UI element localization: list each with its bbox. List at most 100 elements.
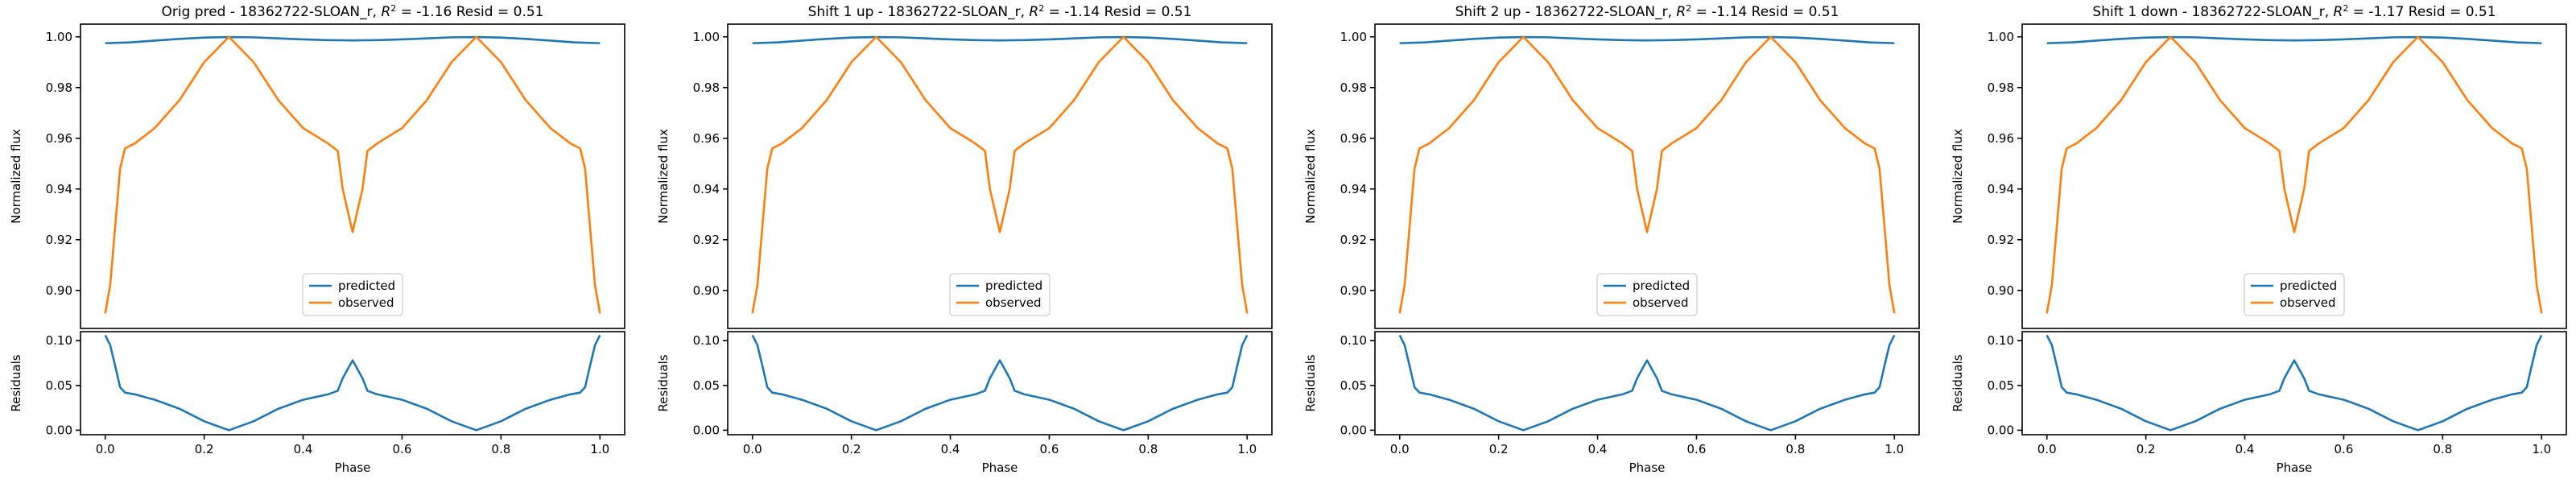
main-y-tick-label: 0.96: [46, 131, 72, 146]
x-axis-label: Phase: [982, 460, 1018, 475]
x-tick-label: 1.0: [2532, 442, 2551, 456]
title-superscript: 2: [1038, 3, 1044, 14]
x-tick-label: 0.0: [96, 442, 115, 456]
series-line-observed: [751, 35, 1249, 314]
x-tick-label: 0.8: [2433, 442, 2452, 456]
main-y-axis-label: Normalized flux: [9, 129, 23, 224]
main-y-tick-label: 0.96: [1340, 131, 1367, 146]
title-r-symbol: R: [381, 4, 390, 20]
legend-label-predicted: predicted: [2280, 279, 2337, 293]
main-axes-frame: [80, 23, 625, 329]
x-tick-label: 0.8: [1785, 442, 1805, 456]
main-y-tick-label: 0.90: [693, 283, 720, 298]
x-tick-label: 0.4: [2235, 442, 2255, 456]
x-tick-label: 0.8: [491, 442, 510, 456]
legend-box: [949, 273, 1051, 316]
x-tick-label: 0.0: [743, 442, 762, 456]
chart-title: Shift 2 up - 18362722-SLOAN_r, R2 = -1.1…: [1455, 3, 1839, 21]
x-tick-label: 0.4: [1588, 442, 1608, 456]
residual-y-tick-label: 0.00: [46, 423, 72, 437]
main-y-tick-label: 0.96: [693, 131, 720, 146]
main-axes-frame: [727, 23, 1273, 329]
series-line-predicted: [2046, 35, 2542, 44]
residual-y-axis-label: Residuals: [1951, 354, 1965, 411]
residual-axes-frame: [1374, 331, 1920, 436]
series-line-predicted: [1399, 35, 1895, 44]
main-y-tick-label: 1.00: [1340, 30, 1367, 44]
series-line-observed: [104, 35, 601, 314]
series-line-predicted: [752, 35, 1248, 44]
residual-y-tick-label: 0.00: [1988, 423, 2014, 437]
residual-y-tick-label: 0.00: [693, 423, 720, 437]
main-y-tick-label: 0.90: [1340, 283, 1367, 298]
legend-label-observed: observed: [1633, 295, 1689, 310]
main-y-tick-label: 0.98: [1340, 80, 1367, 95]
x-tick-label: 0.2: [2136, 442, 2156, 456]
title-superscript: 2: [2343, 3, 2348, 14]
residual-axes-frame: [80, 331, 625, 436]
residual-y-tick-label: 0.10: [46, 333, 72, 348]
residual-y-tick-label: 0.00: [1340, 423, 1367, 437]
x-axis-label: Phase: [335, 460, 371, 475]
title-superscript: 2: [390, 3, 396, 14]
legend-box: [1596, 273, 1698, 316]
residual-y-axis-label: Residuals: [1303, 354, 1318, 411]
main-y-tick-label: 0.94: [1988, 182, 2014, 196]
x-tick-label: 0.4: [941, 442, 960, 456]
subplot-3: Shift 2 up - 18362722-SLOAN_r, R2 = -1.1…: [1303, 3, 1920, 475]
x-tick-label: 0.2: [195, 442, 214, 456]
title-r-symbol: R: [2334, 4, 2343, 20]
x-axis-label: Phase: [1629, 460, 1666, 475]
x-tick-label: 0.4: [294, 442, 313, 456]
residual-line: [104, 334, 601, 431]
x-tick-label: 0.0: [1390, 442, 1410, 456]
title-stats: = -1.17 Resid = 0.51: [2348, 4, 2496, 20]
title-r-symbol: R: [1029, 4, 1038, 20]
x-tick-label: 0.6: [393, 442, 412, 456]
legend-label-predicted: predicted: [338, 279, 395, 293]
main-y-tick-label: 0.92: [1340, 233, 1367, 247]
subplot-2: Shift 1 up - 18362722-SLOAN_r, R2 = -1.1…: [656, 3, 1273, 475]
subplot-4: Shift 1 down - 18362722-SLOAN_r, R2 = -1…: [1951, 3, 2567, 475]
residual-line: [751, 334, 1249, 431]
residual-y-tick-label: 0.05: [46, 378, 72, 393]
x-tick-label: 0.6: [1687, 442, 1707, 456]
series-line-observed: [2046, 35, 2543, 314]
main-y-tick-label: 1.00: [1988, 30, 2014, 44]
main-y-axis-label: Normalized flux: [1951, 129, 1965, 224]
title-stats: = -1.14 Resid = 0.51: [1691, 4, 1839, 20]
residual-axes-frame: [2021, 331, 2567, 436]
main-axes-frame: [2021, 23, 2567, 329]
series-line-observed: [1398, 35, 1896, 314]
residual-line: [2046, 334, 2543, 431]
residual-y-tick-label: 0.05: [1988, 378, 2014, 393]
main-y-tick-label: 1.00: [693, 30, 720, 44]
main-y-tick-label: 0.98: [1988, 80, 2014, 95]
main-y-tick-label: 0.90: [1988, 283, 2014, 298]
main-y-tick-label: 0.94: [693, 182, 720, 196]
main-y-tick-label: 1.00: [46, 30, 72, 44]
title-superscript: 2: [1686, 3, 1691, 14]
main-y-tick-label: 0.96: [1988, 131, 2014, 146]
legend-label-predicted: predicted: [985, 279, 1042, 293]
title-text: Orig pred - 18362722-SLOAN_r,: [162, 4, 382, 20]
residual-y-axis-label: Residuals: [9, 354, 23, 411]
subplot-1: Orig pred - 18362722-SLOAN_r, R2 = -1.16…: [9, 3, 625, 475]
main-y-axis-label: Normalized flux: [1303, 129, 1318, 224]
residual-axes-frame: [727, 331, 1273, 436]
residual-y-tick-label: 0.05: [693, 378, 720, 393]
legend-box: [302, 273, 403, 316]
main-y-tick-label: 0.92: [1988, 233, 2014, 247]
legend-label-observed: observed: [985, 295, 1042, 310]
main-axes-frame: [1374, 23, 1920, 329]
legend-label-predicted: predicted: [1633, 279, 1690, 293]
main-y-tick-label: 0.98: [46, 80, 72, 95]
chart-title: Shift 1 up - 18362722-SLOAN_r, R2 = -1.1…: [808, 3, 1192, 21]
title-text: Shift 1 down - 18362722-SLOAN_r,: [2092, 4, 2333, 20]
title-text: Shift 2 up - 18362722-SLOAN_r,: [1455, 4, 1677, 20]
main-y-axis-label: Normalized flux: [656, 129, 671, 224]
x-tick-label: 0.2: [842, 442, 861, 456]
residual-line: [1398, 334, 1896, 431]
residual-y-tick-label: 0.10: [1988, 333, 2014, 348]
